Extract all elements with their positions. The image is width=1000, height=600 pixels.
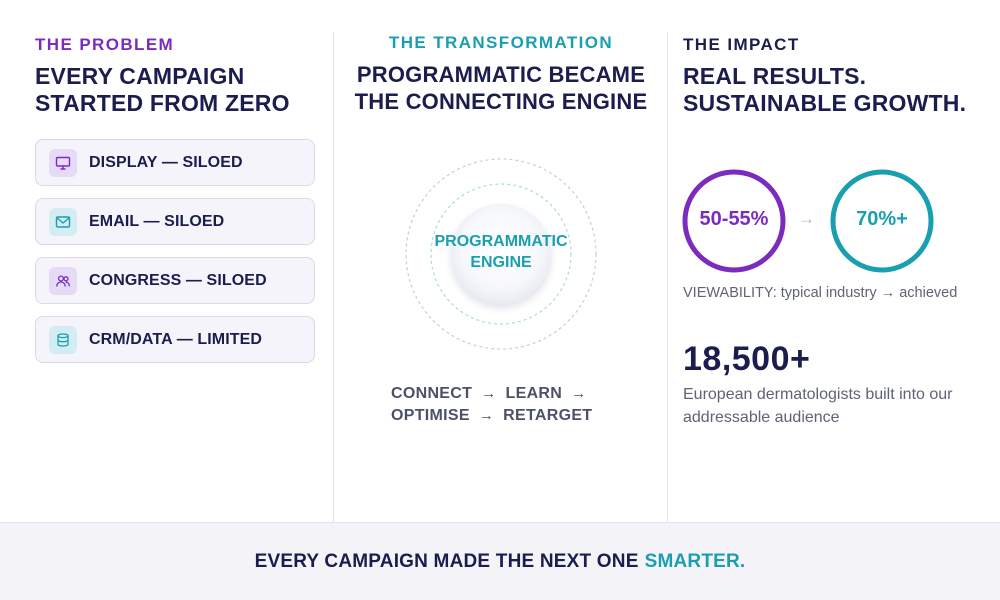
before-ring [682, 169, 786, 273]
impact-heading: REAL RESULTS. SUSTAINABLE GROWTH. [683, 63, 967, 116]
viewability-caption: VIEWABILITY: typical industry → achieved [683, 285, 958, 301]
database-icon [49, 325, 77, 354]
cycle-steps: CONNECT → LEARN → OPTIMISE → RETARGET [391, 383, 595, 427]
problem-list: DISPLAY — SILOED EMAIL — SILOED CONGRESS… [35, 139, 315, 375]
engine-graphic [405, 158, 597, 350]
problem-column: THE PROBLEM EVERY CAMPAIGN STARTED FROM … [0, 0, 334, 522]
cycle-step-learn: LEARN [505, 385, 563, 402]
engine-label: PROGRAMMATIC ENGINE [401, 231, 601, 273]
cycle-row: OPTIMISE → RETARGET [391, 405, 595, 427]
impact-column: THE IMPACT REAL RESULTS. SUSTAINABLE GRO… [668, 0, 1000, 522]
arrow-right-icon: → [798, 209, 815, 228]
audience-caption: European dermatologists built into our a… [683, 386, 953, 426]
transformation-eyebrow: THE TRANSFORMATION [388, 33, 614, 52]
viewability-rings [682, 169, 934, 273]
problem-item-email: EMAIL — SILOED [35, 198, 315, 245]
problem-item-label: DISPLAY — SILOED [89, 153, 243, 171]
cycle-step-connect: CONNECT [391, 385, 473, 402]
engine-outer-ring [405, 158, 597, 350]
column-divider [667, 32, 668, 522]
engine-inner-ring [430, 183, 572, 325]
cycle-step-retarget: RETARGET [503, 407, 593, 424]
monitor-icon [49, 148, 77, 177]
footer-banner: EVERY CAMPAIGN MADE THE NEXT ONE SMARTER… [0, 522, 1000, 600]
engine-core [451, 204, 551, 304]
footer-text: EVERY CAMPAIGN MADE THE NEXT ONE [254, 550, 639, 572]
problem-item-crm: CRM/DATA — LIMITED [35, 316, 315, 363]
engine-label-line2: ENGINE [470, 254, 532, 271]
problem-item-label: EMAIL — SILOED [89, 212, 225, 230]
problem-eyebrow: THE PROBLEM [35, 35, 175, 54]
cycle-row: CONNECT → LEARN → [391, 383, 595, 405]
after-value: 70%+ [856, 208, 908, 230]
arrow-right-icon: → [571, 385, 587, 402]
transformation-column: THE TRANSFORMATION PROGRAMMATIC BECAME T… [335, 0, 667, 522]
problem-heading: EVERY CAMPAIGN STARTED FROM ZERO [35, 63, 290, 116]
transformation-heading: PROGRAMMATIC BECAME THE CONNECTING ENGIN… [354, 62, 648, 114]
after-ring [830, 169, 934, 273]
problem-item-display: DISPLAY — SILOED [35, 139, 315, 186]
audience-number: 18,500+ [683, 340, 811, 378]
problem-item-label: CRM/DATA — LIMITED [89, 330, 263, 348]
impact-eyebrow: THE IMPACT [683, 35, 800, 54]
engine-label-line1: PROGRAMMATIC [434, 233, 568, 250]
column-divider [333, 32, 334, 522]
people-icon [49, 266, 77, 295]
mail-icon [49, 207, 77, 236]
arrow-right-icon: → [481, 385, 497, 402]
footer-accent: SMARTER. [644, 550, 746, 572]
problem-item-label: CONGRESS — SILOED [89, 271, 267, 289]
cycle-step-optimise: OPTIMISE [391, 407, 470, 424]
problem-item-congress: CONGRESS — SILOED [35, 257, 315, 304]
arrow-right-icon: → [478, 407, 495, 424]
before-value: 50-55% [699, 208, 769, 230]
